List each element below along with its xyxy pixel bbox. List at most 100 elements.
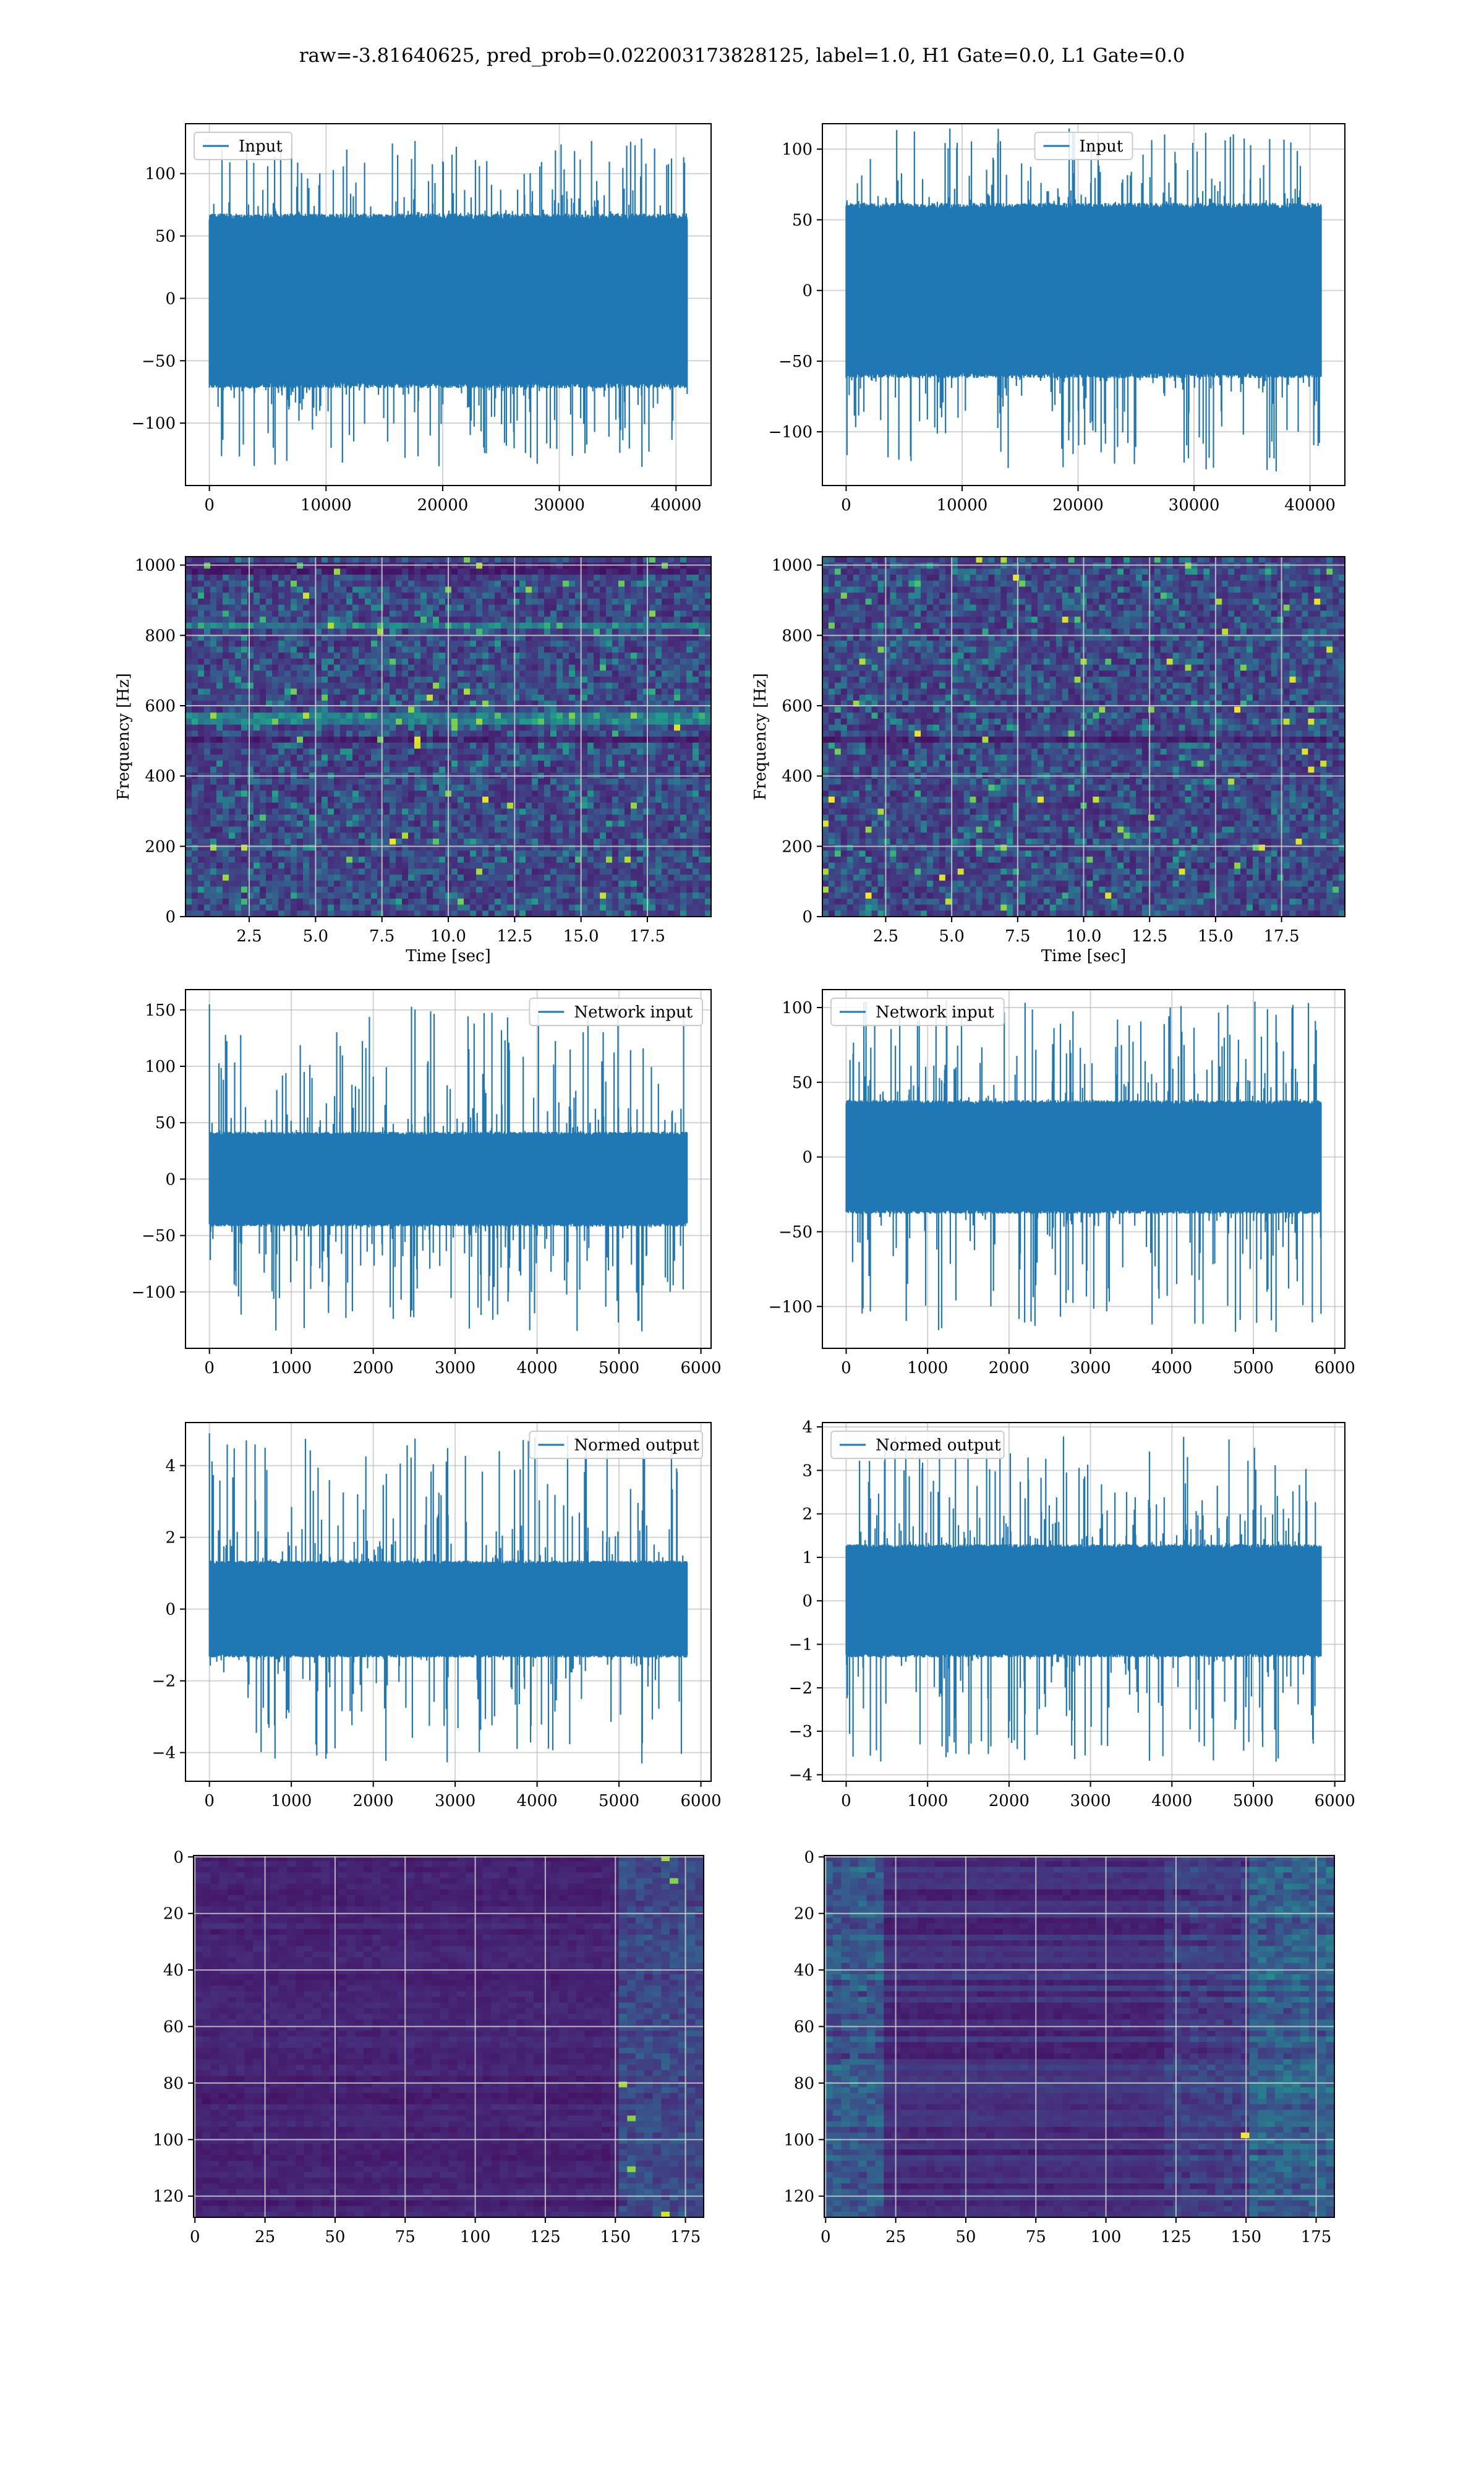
heatmap-cell bbox=[532, 587, 539, 593]
heatmap-cell bbox=[631, 683, 638, 689]
heatmap-cell bbox=[377, 857, 384, 863]
heatmap-cell bbox=[550, 857, 557, 863]
heatmap-cell bbox=[649, 563, 656, 569]
heatmap-cell bbox=[352, 617, 359, 623]
heatmap-cell bbox=[346, 575, 353, 581]
heatmap-cell bbox=[625, 599, 631, 605]
heatmap-cell bbox=[427, 647, 433, 653]
heatmap-cell bbox=[260, 737, 267, 743]
heatmap-cell bbox=[266, 743, 273, 749]
heatmap-cell bbox=[352, 785, 359, 791]
heatmap-cell bbox=[315, 623, 322, 629]
heatmap-cell bbox=[229, 850, 236, 857]
heatmap-cell bbox=[365, 833, 372, 839]
heatmap-cell bbox=[408, 839, 415, 845]
heatmap-cell bbox=[563, 670, 569, 677]
heatmap-cell bbox=[458, 677, 464, 683]
heatmap-cell bbox=[309, 659, 316, 665]
heatmap-cell bbox=[618, 857, 625, 863]
heatmap-cell bbox=[488, 748, 495, 755]
heatmap-cell bbox=[328, 815, 335, 821]
heatmap-cell bbox=[482, 688, 489, 695]
heatmap-cell bbox=[451, 839, 458, 845]
heatmap-cell bbox=[594, 748, 600, 755]
heatmap-cell bbox=[625, 827, 631, 833]
heatmap-cell bbox=[241, 688, 248, 695]
heatmap-cell bbox=[439, 857, 446, 863]
heatmap-cell bbox=[606, 628, 613, 635]
heatmap-cell bbox=[322, 761, 328, 767]
heatmap-cell bbox=[618, 610, 625, 617]
heatmap-cell bbox=[439, 730, 446, 737]
heatmap-cell bbox=[451, 875, 458, 881]
heatmap-cell bbox=[420, 761, 427, 767]
heatmap-cell bbox=[439, 665, 446, 671]
heatmap-cell bbox=[254, 557, 260, 563]
heatmap-cell bbox=[662, 695, 668, 701]
heatmap-cell bbox=[501, 605, 508, 611]
heatmap-cell bbox=[414, 683, 421, 689]
heatmap-cell bbox=[625, 617, 631, 623]
heatmap-cell bbox=[618, 797, 625, 803]
heatmap-cell bbox=[556, 761, 563, 767]
heatmap-cell bbox=[674, 779, 681, 785]
heatmap-cell bbox=[655, 785, 662, 791]
heatmap-cell bbox=[581, 881, 588, 887]
heatmap-cell bbox=[272, 755, 279, 761]
heatmap-cell bbox=[278, 839, 285, 845]
heatmap-cell bbox=[612, 713, 619, 719]
heatmap-cell bbox=[427, 833, 433, 839]
heatmap-cell bbox=[396, 647, 403, 653]
heatmap-cell bbox=[390, 803, 396, 809]
heatmap-cell bbox=[186, 659, 192, 665]
heatmap-cell bbox=[334, 647, 341, 653]
heatmap-cell bbox=[216, 748, 223, 755]
heatmap-cell bbox=[544, 695, 551, 701]
heatmap-cell bbox=[569, 845, 576, 851]
heatmap-cell bbox=[216, 683, 223, 689]
heatmap-cell bbox=[186, 857, 192, 863]
heatmap-cell bbox=[328, 670, 335, 677]
heatmap-cell bbox=[612, 850, 619, 857]
heatmap-cell bbox=[587, 797, 594, 803]
heatmap-cell bbox=[699, 850, 706, 857]
heatmap-cell bbox=[451, 670, 458, 677]
heatmap-cell bbox=[606, 587, 613, 593]
heatmap-cell bbox=[433, 725, 440, 731]
heatmap-cell bbox=[241, 790, 248, 797]
heatmap-cell bbox=[340, 628, 347, 635]
heatmap-cell bbox=[383, 610, 390, 617]
heatmap-cell bbox=[254, 875, 260, 881]
heatmap-cell bbox=[680, 659, 687, 665]
heatmap-cell bbox=[674, 647, 681, 653]
heatmap-cell bbox=[488, 797, 495, 803]
heatmap-cell bbox=[204, 737, 211, 743]
heatmap-cell bbox=[216, 659, 223, 665]
heatmap-cell bbox=[643, 659, 650, 665]
heatmap-cell bbox=[550, 892, 557, 899]
heatmap-cell bbox=[495, 599, 501, 605]
heatmap-cell bbox=[315, 581, 322, 587]
heatmap-cell bbox=[501, 593, 508, 599]
heatmap-cell bbox=[309, 863, 316, 869]
heatmap-cell bbox=[309, 845, 316, 851]
heatmap-cell bbox=[334, 659, 341, 665]
heatmap-cell bbox=[291, 850, 297, 857]
heatmap-cell bbox=[247, 827, 254, 833]
heatmap-cell bbox=[532, 887, 539, 893]
heatmap-cell bbox=[328, 821, 335, 827]
heatmap-cell bbox=[396, 881, 403, 887]
heatmap-cell bbox=[377, 833, 384, 839]
heatmap-cell bbox=[458, 695, 464, 701]
heatmap-cell bbox=[680, 623, 687, 629]
heatmap-cell bbox=[216, 641, 223, 647]
heatmap-cell bbox=[210, 737, 217, 743]
heatmap-cell bbox=[699, 587, 706, 593]
heatmap-cell bbox=[266, 659, 273, 665]
heatmap-cell bbox=[198, 887, 205, 893]
heatmap-cell bbox=[563, 557, 569, 563]
heatmap-cell bbox=[526, 815, 532, 821]
heatmap-cell bbox=[210, 670, 217, 677]
data-series-core bbox=[846, 222, 1321, 359]
heatmap-cell bbox=[470, 892, 477, 899]
